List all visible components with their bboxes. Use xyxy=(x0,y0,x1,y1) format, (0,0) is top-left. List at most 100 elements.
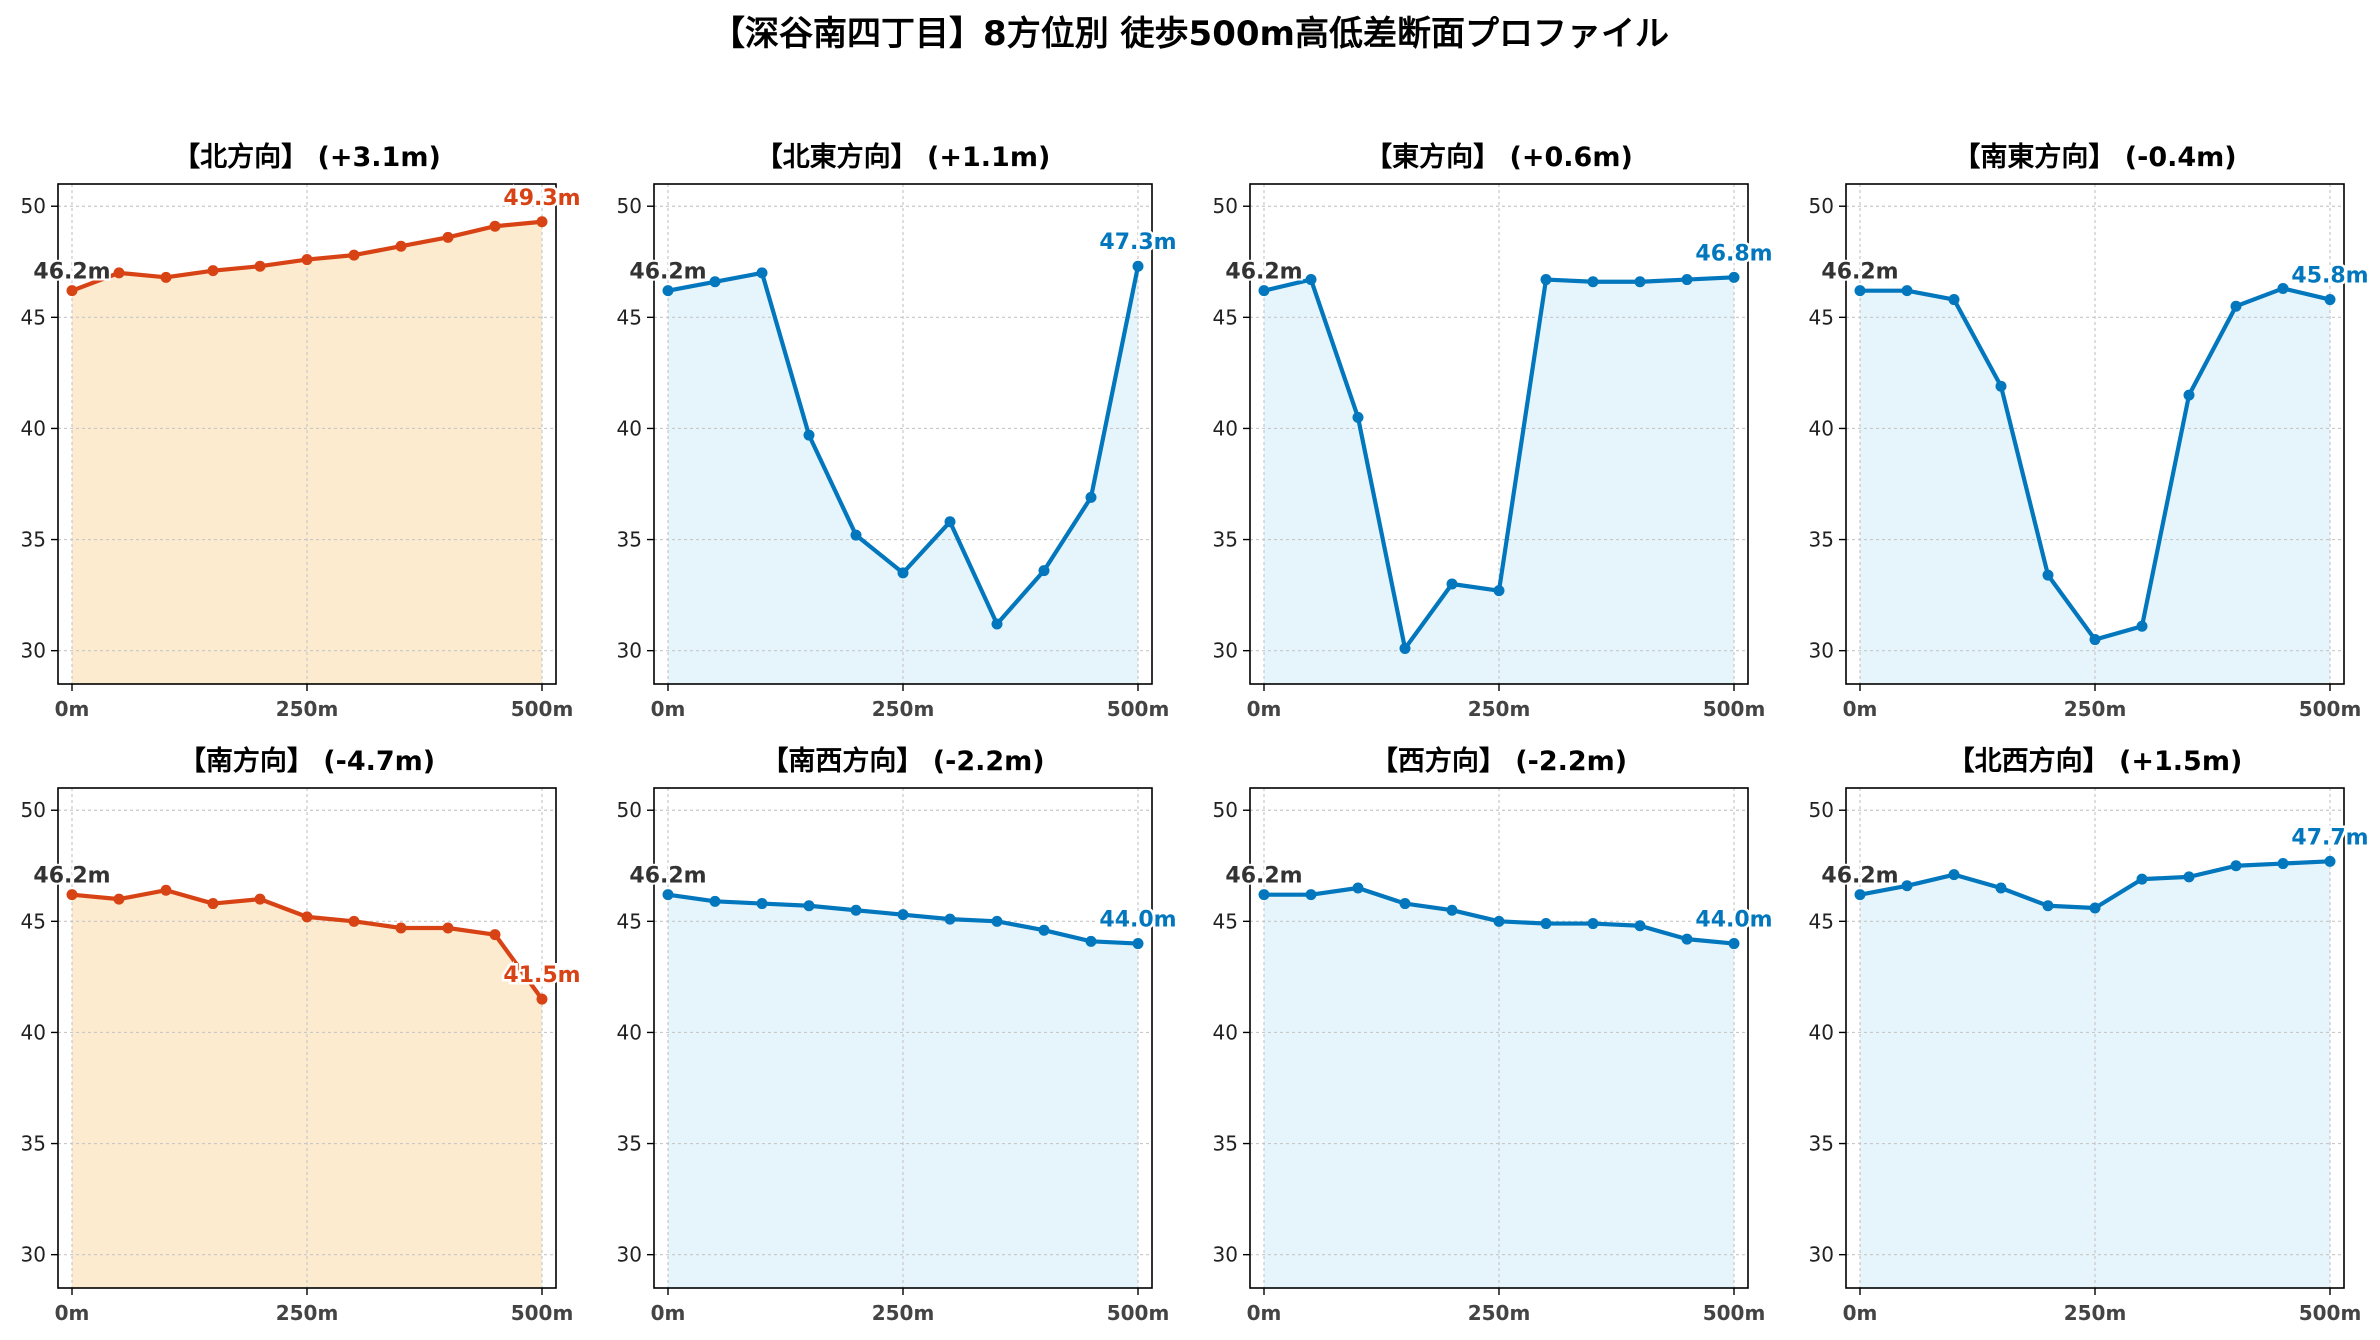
end-value-label: 47.7m xyxy=(2291,825,2368,850)
y-tick-label: 35 xyxy=(21,1132,46,1156)
data-point xyxy=(803,429,815,441)
data-point xyxy=(1681,933,1693,945)
data-point xyxy=(897,567,909,579)
y-tick-label: 40 xyxy=(1213,416,1238,440)
start-value-label: 46.2m xyxy=(1225,260,1302,285)
data-point xyxy=(1085,935,1097,947)
data-point xyxy=(66,285,78,297)
x-tick-label: 250m xyxy=(2064,697,2127,721)
subplot-title: 【東方向】 (+0.6m) xyxy=(1365,141,1633,173)
y-tick-label: 35 xyxy=(617,1132,642,1156)
y-tick-label: 50 xyxy=(1213,798,1238,822)
x-tick-label: 250m xyxy=(276,1301,339,1325)
y-tick-label: 40 xyxy=(1809,1020,1834,1044)
y-tick-label: 30 xyxy=(617,639,642,663)
y-tick-label: 50 xyxy=(21,798,46,822)
y-tick-label: 30 xyxy=(21,1243,46,1267)
data-point xyxy=(2183,389,2195,401)
y-tick-label: 45 xyxy=(1809,909,1834,933)
y-tick-label: 40 xyxy=(21,416,46,440)
y-tick-label: 35 xyxy=(1809,1132,1834,1156)
x-tick-label: 500m xyxy=(2299,697,2362,721)
y-tick-label: 35 xyxy=(1809,528,1834,552)
data-point xyxy=(113,893,125,905)
data-point xyxy=(2230,860,2242,872)
x-tick-label: 500m xyxy=(511,1301,574,1325)
end-value-label: 47.3m xyxy=(1099,230,1176,255)
y-tick-label: 30 xyxy=(1213,639,1238,663)
x-tick-label: 500m xyxy=(2299,1301,2362,1325)
y-tick-label: 45 xyxy=(1809,305,1834,329)
y-tick-label: 30 xyxy=(1809,1243,1834,1267)
x-tick-label: 500m xyxy=(1703,697,1766,721)
data-point xyxy=(1038,924,1050,936)
x-tick-label: 0m xyxy=(1247,1301,1282,1325)
x-tick-label: 0m xyxy=(55,697,90,721)
data-point xyxy=(2324,855,2336,867)
data-point xyxy=(1399,642,1411,654)
end-value-label: 45.8m xyxy=(2291,264,2368,289)
data-point xyxy=(1728,938,1740,950)
y-tick-label: 40 xyxy=(1809,416,1834,440)
data-point xyxy=(1038,565,1050,577)
data-point xyxy=(1258,889,1270,901)
x-tick-label: 500m xyxy=(1107,1301,1170,1325)
data-point xyxy=(2089,634,2101,646)
y-tick-label: 35 xyxy=(617,528,642,552)
data-point xyxy=(1728,271,1740,283)
data-point xyxy=(1854,285,1866,297)
data-point xyxy=(301,254,313,266)
y-tick-label: 45 xyxy=(1213,909,1238,933)
data-point xyxy=(207,265,219,277)
start-value-label: 46.2m xyxy=(1225,864,1302,889)
data-point xyxy=(207,898,219,910)
data-point xyxy=(2277,282,2289,294)
data-point xyxy=(395,922,407,934)
data-point xyxy=(254,260,266,272)
data-point xyxy=(1132,260,1144,272)
data-point xyxy=(756,267,768,279)
data-point xyxy=(850,904,862,916)
data-point xyxy=(1901,880,1913,892)
area-fill xyxy=(1860,288,2330,684)
x-tick-label: 250m xyxy=(1468,1301,1531,1325)
data-point xyxy=(160,884,172,896)
subplot-title: 【北東方向】 (+1.1m) xyxy=(756,141,1051,173)
data-point xyxy=(1587,276,1599,288)
start-value-label: 46.2m xyxy=(629,260,706,285)
data-point xyxy=(897,909,909,921)
x-tick-label: 0m xyxy=(1843,697,1878,721)
data-point xyxy=(395,240,407,252)
data-point xyxy=(991,915,1003,927)
x-tick-label: 500m xyxy=(1107,697,1170,721)
y-tick-label: 50 xyxy=(1809,798,1834,822)
data-point xyxy=(2277,858,2289,870)
y-tick-label: 50 xyxy=(1213,194,1238,218)
data-point xyxy=(1305,889,1317,901)
data-point xyxy=(2230,300,2242,312)
y-tick-label: 30 xyxy=(1213,1243,1238,1267)
data-point xyxy=(1995,882,2007,894)
data-point xyxy=(348,915,360,927)
data-point xyxy=(1901,285,1913,297)
x-tick-label: 0m xyxy=(651,697,686,721)
data-point xyxy=(944,516,956,528)
data-point xyxy=(66,889,78,901)
y-tick-label: 40 xyxy=(617,1020,642,1044)
data-point xyxy=(489,929,501,941)
y-tick-label: 30 xyxy=(1809,639,1834,663)
area-fill xyxy=(668,894,1138,1288)
y-tick-label: 40 xyxy=(21,1020,46,1044)
data-point xyxy=(1258,285,1270,297)
y-tick-label: 30 xyxy=(21,639,46,663)
data-point xyxy=(254,893,266,905)
data-point xyxy=(709,276,721,288)
y-tick-label: 45 xyxy=(1213,305,1238,329)
end-value-label: 49.3m xyxy=(503,186,580,211)
